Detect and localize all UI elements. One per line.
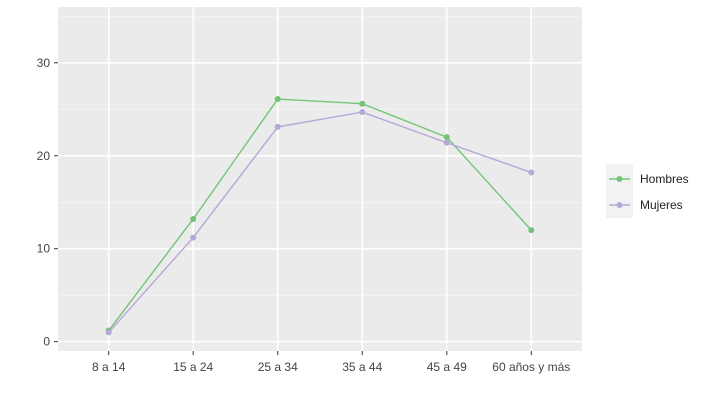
legend-label-hombres: Hombres (640, 172, 689, 186)
legend-key-point-hombres (616, 176, 623, 182)
legend-background (606, 164, 633, 218)
y-tick-label: 30 (37, 56, 51, 70)
y-tick-label: 10 (37, 242, 51, 256)
data-point-hombres (274, 96, 281, 103)
y-axis: 0 10 20 30 (37, 56, 58, 349)
x-axis: 8 a 14 15 a 24 25 a 34 35 a 44 45 a 49 60 año… (92, 351, 570, 374)
x-tick-label: 60 años y más (492, 360, 570, 374)
data-point-mujeres (359, 109, 366, 116)
y-tick-label: 0 (43, 335, 50, 349)
major-gridlines (58, 7, 582, 351)
data-point-mujeres (528, 169, 535, 176)
legend-items: Hombres Mujeres (609, 172, 689, 212)
legend-label-mujeres: Mujeres (640, 198, 683, 212)
series-layer (105, 96, 535, 336)
x-tick-label: 45 a 49 (427, 360, 467, 374)
data-point-hombres (528, 227, 535, 234)
legend-key-point-mujeres (616, 202, 623, 208)
data-point-hombres (190, 215, 197, 222)
data-point-mujeres (443, 139, 450, 146)
minor-gridlines (58, 15, 582, 296)
x-tick-label: 25 a 34 (258, 360, 298, 374)
data-point-hombres (359, 100, 366, 107)
series-line-hombres (108, 98, 532, 331)
data-point-mujeres (274, 123, 281, 130)
plot-panel (58, 7, 582, 351)
data-point-hombres (443, 134, 450, 141)
x-tick-label: 35 a 44 (342, 360, 382, 374)
data-point-mujeres (105, 329, 112, 336)
legend: Hombres Mujeres (606, 164, 689, 218)
data-point-mujeres (190, 234, 197, 241)
x-tick-label: 15 a 24 (173, 360, 213, 374)
x-tick-label: 8 a 14 (92, 360, 126, 374)
series-line-mujeres (108, 111, 532, 333)
y-tick-label: 20 (37, 149, 51, 163)
